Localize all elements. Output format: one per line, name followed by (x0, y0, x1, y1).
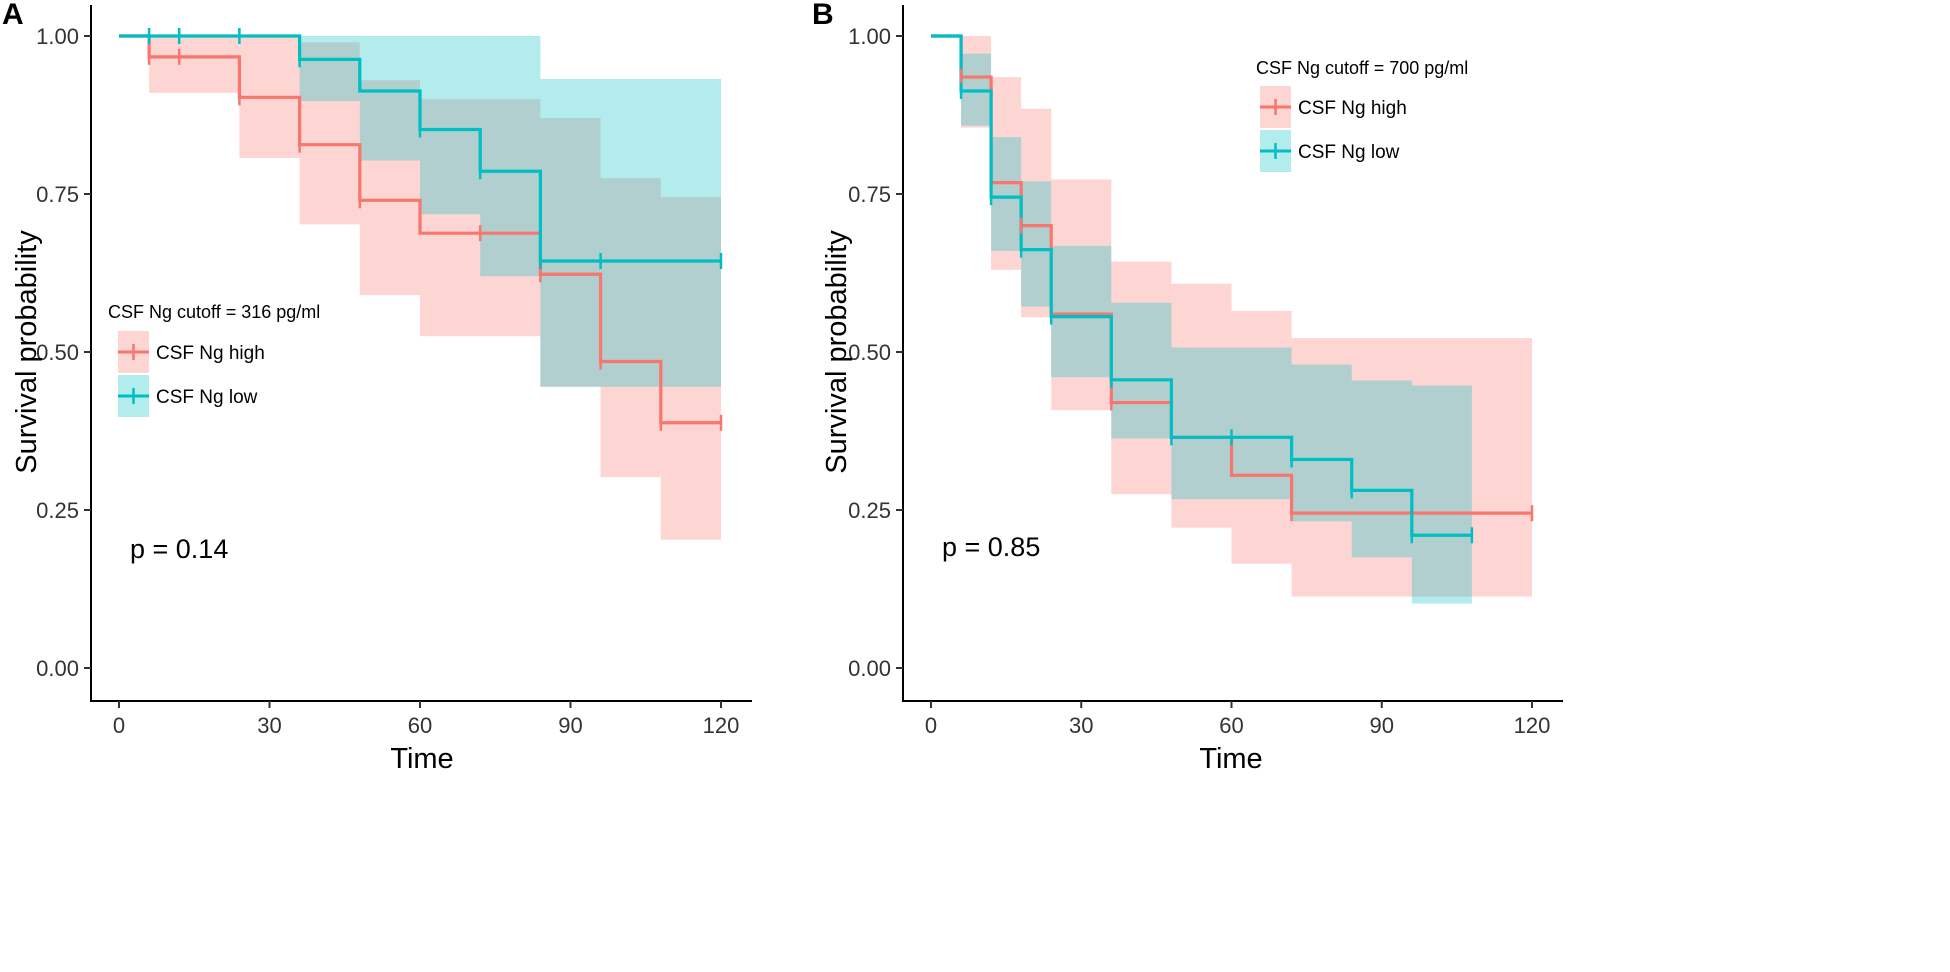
panel-a-x-axis-title: Time (390, 743, 453, 775)
panel-b-pvalue: p = 0.85 (942, 532, 1040, 562)
panel-a-y-axis-title: Survival probability (11, 230, 43, 474)
panel-a-x-ticks: 0 30 60 90 120 (113, 701, 739, 738)
panel-b-ytick-label-3: 0.75 (848, 182, 891, 207)
panel-a-band-high-step-6 (540, 118, 601, 387)
panel-b-band-high-step-1 (961, 36, 992, 128)
panel-a: A 0.00 0.25 0.50 0.75 1.00 0 30 60 90 120 Time S… (2, 0, 752, 775)
panel-b-ci-bands (961, 36, 1532, 604)
panel-a-legend: CSF Ng cutoff = 316 pg/ml CSF Ng high CS… (108, 302, 320, 417)
panel-a-ci-bands (149, 36, 721, 540)
panel-b-x-axis-title: Time (1199, 743, 1262, 775)
panel-b-band-low-step-2 (991, 137, 1022, 251)
panel-a-xtick-label-2: 60 (408, 713, 432, 738)
panel-a-xtick-label-0: 0 (113, 713, 125, 738)
panel-a-band-high-step-7 (600, 178, 661, 478)
panel-b-xtick-label-0: 0 (925, 713, 937, 738)
panel-a-ytick-label-4: 1.00 (36, 24, 79, 49)
panel-b-x-ticks: 0 30 60 90 120 (925, 701, 1550, 738)
panel-a-legend-label-low: CSF Ng low (156, 387, 258, 408)
panel-b-legend-title: CSF Ng cutoff = 700 pg/ml (1256, 58, 1468, 78)
panel-b-legend-key-low (1260, 130, 1291, 172)
panel-a-band-low-step-4 (480, 36, 541, 277)
panel-a-band-low-step-5 (540, 78, 721, 387)
panel-b-band-high-step-2 (991, 77, 1022, 270)
panel-a-xtick-label-4: 120 (703, 713, 740, 738)
panel-b-xtick-label-3: 90 (1370, 713, 1394, 738)
panel-a-pvalue: p = 0.14 (130, 534, 228, 564)
panel-a-censor-marks (147, 28, 723, 431)
panel-b-band-low-step-9 (1411, 385, 1472, 604)
panel-b: B 0.00 0.25 0.50 0.75 1.00 0 30 60 90 120 Time S… (812, 0, 1563, 775)
panel-b-band-high-step-4 (1051, 179, 1112, 411)
panel-a-band-high-step-1 (149, 36, 240, 93)
panel-a-xtick-label-1: 30 (257, 713, 281, 738)
panel-b-y-ticks: 0.00 0.25 0.50 0.75 1.00 (848, 24, 903, 681)
panel-a-xtick-label-3: 90 (558, 713, 582, 738)
panel-a-band-low-step-2 (359, 36, 420, 161)
panel-b-ytick-label-1: 0.25 (848, 498, 891, 523)
panel-b-ytick-label-0: 0.00 (848, 656, 891, 681)
panel-b-xtick-label-4: 120 (1514, 713, 1551, 738)
panel-b-band-low-step-4 (1051, 245, 1112, 378)
panel-b-legend-label-low: CSF Ng low (1298, 142, 1400, 163)
panel-a-legend-label-high: CSF Ng high (156, 343, 265, 364)
panel-a-ytick-label-1: 0.25 (36, 498, 79, 523)
panel-a-ytick-label-2: 0.50 (36, 340, 79, 365)
panel-b-ytick-label-2: 0.50 (848, 340, 891, 365)
panel-b-legend-label-high: CSF Ng high (1298, 98, 1407, 119)
panel-a-ytick-label-0: 0.00 (36, 656, 79, 681)
panel-a-band-high-step-3 (299, 42, 360, 225)
panel-b-band-low-step-7 (1291, 364, 1352, 522)
panel-b-band-high-step-5 (1111, 261, 1172, 495)
panel-b-band-high-step-8 (1291, 338, 1532, 597)
panel-b-curve-high (931, 34, 1532, 515)
panel-a-band-high-step-4 (359, 80, 420, 296)
panel-a-band-low-step-3 (420, 36, 481, 215)
panel-a-curve-high (119, 34, 721, 425)
panel-b-legend-key-high (1260, 86, 1291, 128)
panel-a-band-high-step-8 (660, 197, 721, 540)
panel-b-ytick-label-4: 1.00 (848, 24, 891, 49)
panel-a-letter: A (2, 0, 24, 31)
panel-b-letter: B (812, 0, 834, 31)
panel-b-legend: CSF Ng cutoff = 700 pg/ml CSF Ng high CS… (1256, 58, 1468, 172)
panel-a-y-ticks: 0.00 0.25 0.50 0.75 1.00 (36, 24, 91, 681)
panel-a-legend-title: CSF Ng cutoff = 316 pg/ml (108, 302, 320, 322)
panel-a-band-low-step-1 (299, 36, 360, 102)
panel-b-band-low-step-3 (1021, 181, 1052, 307)
panel-b-censor-marks (959, 69, 1534, 544)
panel-b-xtick-label-1: 30 (1069, 713, 1093, 738)
panel-b-band-low-step-5 (1111, 302, 1172, 439)
panel-b-band-low-step-8 (1351, 380, 1412, 558)
panel-a-legend-key-high (118, 331, 149, 373)
panel-b-xtick-label-2: 60 (1219, 713, 1243, 738)
panel-a-legend-key-low (118, 375, 149, 417)
panel-b-band-high-step-6 (1171, 283, 1232, 528)
panel-a-ytick-label-3: 0.75 (36, 182, 79, 207)
panel-b-band-high-step-3 (1021, 108, 1052, 318)
panel-b-y-axis-title: Survival probability (821, 230, 853, 474)
